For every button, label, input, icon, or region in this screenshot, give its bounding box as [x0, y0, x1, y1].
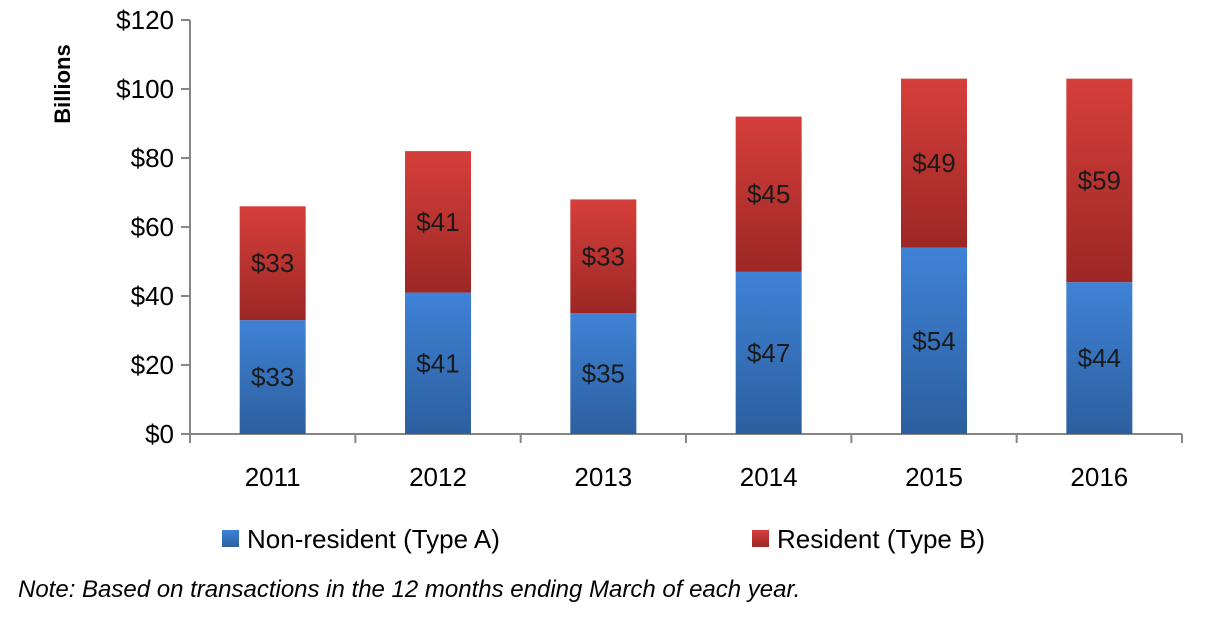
y-axis-title: Billions [50, 44, 75, 123]
bar-segment [735, 116, 802, 272]
bar-segment [405, 292, 471, 434]
y-tick-label: $100 [116, 74, 174, 104]
stacked-bar-chart: $0$20$40$60$80$100$120 2011 2012 2013 2014 2… [50, 5, 1183, 554]
x-axis: 2011 2012 2013 2014 2015 2016 [189, 433, 1183, 492]
legend-label: Resident (Type B) [777, 524, 985, 554]
y-axis: $0 $20 $40 $60 $80 $100 $120 [116, 5, 191, 449]
data-label: $54 [912, 326, 955, 356]
bar-segment [1066, 282, 1133, 434]
y-tick-label: $60 [131, 212, 174, 242]
bar-segment [1066, 78, 1133, 283]
legend-swatch [222, 530, 239, 547]
x-tick-label: 2015 [905, 462, 963, 492]
data-label: $41 [416, 348, 459, 378]
data-labels-group: $33 $33 $41 $41 $35 $33 $47 $45 $54 $49 $44 $59 [251, 148, 1121, 392]
bar-segment [901, 247, 967, 434]
y-tick-label: $120 [116, 5, 174, 35]
data-label: $47 [747, 338, 790, 368]
bar-segment [570, 313, 637, 434]
data-label: $49 [912, 148, 955, 178]
bar-segment [735, 271, 802, 434]
x-tick-label: 2016 [1070, 462, 1128, 492]
y-tick-label: $0 [145, 419, 174, 449]
bar-segment [239, 320, 306, 434]
chart-note: Note: Based on transactions in the 12 mo… [18, 576, 801, 603]
y-tick-label: $80 [131, 143, 174, 173]
y-tick-label: $40 [131, 281, 174, 311]
y-tick-label: $20 [131, 350, 174, 380]
data-label: $33 [251, 248, 294, 278]
x-tick-label: 2014 [740, 462, 798, 492]
data-label: $33 [251, 362, 294, 392]
x-tick-label: 2012 [409, 462, 467, 492]
legend-swatch [752, 530, 769, 547]
data-label: $35 [582, 359, 625, 389]
data-label: $33 [582, 241, 625, 271]
x-tick-label: 2011 [245, 462, 301, 492]
bar-segment [239, 206, 306, 321]
data-label: $41 [416, 207, 459, 237]
data-label: $59 [1078, 165, 1121, 195]
legend-label: Non-resident (Type A) [247, 524, 500, 554]
legend: Non-resident (Type A) Resident (Type B) [222, 524, 985, 554]
data-label: $44 [1078, 343, 1121, 373]
data-label: $45 [747, 179, 790, 209]
x-tick-label: 2013 [574, 462, 632, 492]
bar-segment [901, 78, 967, 248]
bars-group [239, 78, 1133, 434]
bar-segment [570, 199, 637, 314]
bar-segment [405, 151, 471, 293]
